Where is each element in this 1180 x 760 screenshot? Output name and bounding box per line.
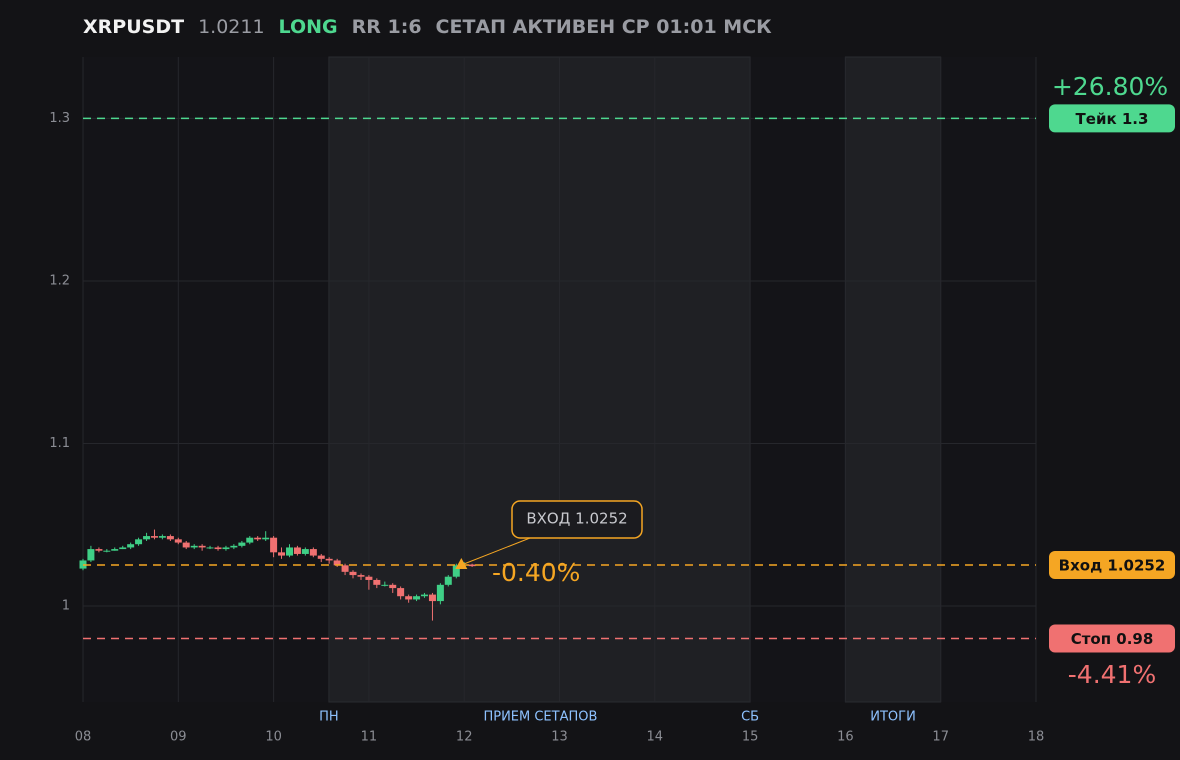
x-tick-label: 18 bbox=[1028, 730, 1045, 745]
x-tick-label: 10 bbox=[265, 730, 282, 745]
candle-body bbox=[190, 545, 198, 548]
level-pct: -4.41% bbox=[1068, 660, 1156, 689]
candle-body bbox=[341, 565, 349, 572]
candle-body bbox=[166, 536, 174, 540]
candle-body bbox=[150, 536, 158, 538]
entry-callout-label: ВХОД 1.0252 bbox=[526, 510, 627, 528]
candle-body bbox=[127, 544, 135, 548]
level-pct: -0.40% bbox=[492, 558, 580, 587]
session-label: ПН bbox=[319, 710, 339, 725]
candle-body bbox=[135, 539, 143, 545]
candle-body bbox=[397, 588, 405, 597]
candle-body bbox=[317, 555, 325, 559]
level-label: Вход 1.0252 bbox=[1059, 557, 1166, 575]
x-tick-label: 13 bbox=[551, 730, 568, 745]
candle-body bbox=[436, 584, 444, 602]
candle-body bbox=[278, 552, 286, 556]
y-tick-label: 1.1 bbox=[49, 436, 70, 451]
price: 1.0211 bbox=[198, 16, 265, 38]
candle-body bbox=[405, 596, 413, 600]
entry-callout bbox=[511, 500, 643, 539]
entry-marker bbox=[455, 558, 468, 570]
session-label: ПРИЕМ СЕТАПОВ bbox=[483, 710, 597, 725]
candle-body bbox=[333, 560, 341, 566]
candle-body bbox=[254, 537, 262, 540]
status: СЕТАП АКТИВЕН СР 01:01 МСК bbox=[435, 16, 772, 38]
candle-body bbox=[357, 575, 365, 577]
session-zone bbox=[844, 56, 942, 703]
x-tick-label: 17 bbox=[932, 730, 949, 745]
candle-body bbox=[246, 537, 254, 543]
candle-body bbox=[309, 549, 317, 556]
level-label: Стоп 0.98 bbox=[1071, 630, 1154, 648]
candle-body bbox=[206, 547, 214, 549]
session-label: ИТОГИ bbox=[870, 710, 916, 725]
candle-body bbox=[452, 565, 460, 577]
candle-body bbox=[365, 576, 373, 580]
candle-body bbox=[95, 549, 103, 551]
x-tick-label: 16 bbox=[837, 730, 854, 745]
candle-body bbox=[381, 584, 389, 586]
candle-body bbox=[79, 560, 87, 569]
candle-body bbox=[158, 536, 166, 538]
candle-body bbox=[428, 594, 436, 602]
candle-body bbox=[111, 549, 119, 551]
candle-body bbox=[373, 579, 381, 585]
candle-body bbox=[444, 576, 452, 585]
x-tick-label: 11 bbox=[361, 730, 378, 745]
candle-body bbox=[174, 539, 182, 543]
candle-body bbox=[286, 547, 294, 556]
candle-body bbox=[293, 547, 301, 554]
level-badge bbox=[1049, 104, 1175, 133]
candle-body bbox=[301, 549, 309, 554]
candle-body bbox=[182, 542, 190, 548]
entry-callout-line bbox=[461, 537, 531, 566]
candle-body bbox=[389, 584, 397, 589]
candle-body bbox=[262, 537, 270, 540]
session-zone bbox=[328, 56, 751, 703]
session-label: СБ bbox=[741, 710, 759, 725]
candle-body bbox=[198, 545, 206, 548]
x-tick-label: 12 bbox=[456, 730, 473, 745]
candle-body bbox=[420, 594, 428, 597]
level-badge bbox=[1049, 551, 1175, 580]
x-tick-label: 14 bbox=[647, 730, 664, 745]
candle-body bbox=[103, 550, 111, 552]
y-tick-label: 1.3 bbox=[49, 111, 70, 126]
candle-body bbox=[460, 564, 468, 566]
plot-bg bbox=[83, 57, 1036, 702]
x-tick-label: 08 bbox=[75, 730, 92, 745]
y-tick-label: 1 bbox=[62, 598, 70, 613]
candle-body bbox=[87, 549, 95, 561]
candle-body bbox=[119, 547, 127, 550]
side: LONG bbox=[278, 16, 338, 38]
candle-body bbox=[230, 545, 238, 548]
candle-body bbox=[349, 571, 357, 576]
x-tick-label: 15 bbox=[742, 730, 759, 745]
candle-body bbox=[413, 596, 421, 600]
candle-body bbox=[325, 558, 333, 561]
level-label: Тейк 1.3 bbox=[1076, 110, 1149, 128]
level-badge bbox=[1049, 624, 1175, 653]
candle-body bbox=[143, 536, 151, 540]
level-pct: +26.80% bbox=[1052, 72, 1168, 101]
candle-body bbox=[270, 537, 278, 553]
rr: RR 1:6 bbox=[351, 16, 422, 38]
candle-body bbox=[468, 564, 476, 567]
x-tick-label: 09 bbox=[170, 730, 187, 745]
candle-body bbox=[222, 547, 230, 550]
header: XRPUSDT 1.0211 LONG RR 1:6 СЕТАП АКТИВЕН… bbox=[83, 16, 772, 38]
candle-body bbox=[214, 547, 222, 550]
candle-body bbox=[238, 542, 246, 546]
symbol: XRPUSDT bbox=[83, 16, 185, 38]
y-tick-label: 1.2 bbox=[49, 273, 70, 288]
